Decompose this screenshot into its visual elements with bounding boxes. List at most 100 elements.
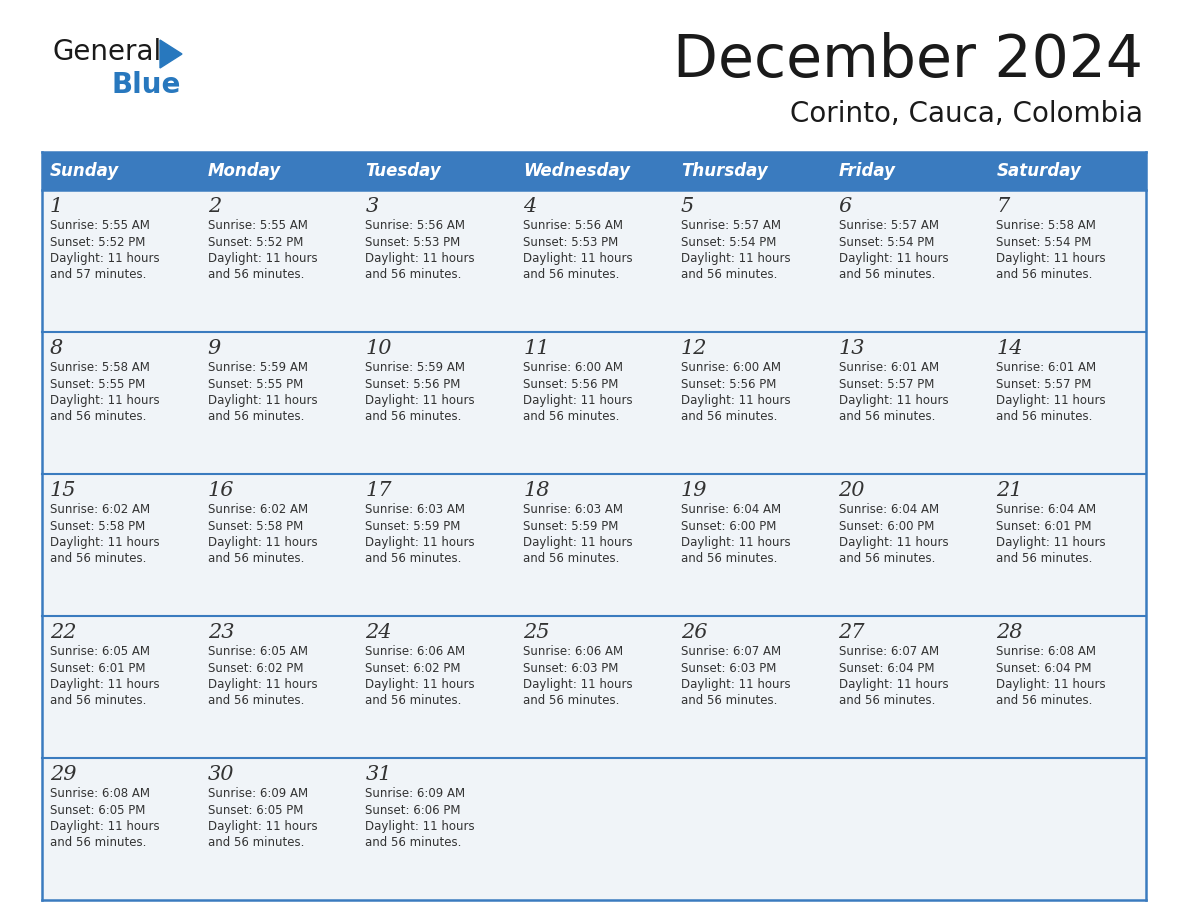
Text: Sunset: 5:54 PM: Sunset: 5:54 PM [997, 236, 1092, 249]
Bar [988, 474, 1146, 616]
Bar [516, 616, 672, 758]
Text: and 56 minutes.: and 56 minutes. [50, 410, 146, 423]
Text: Daylight: 11 hours: Daylight: 11 hours [50, 820, 159, 833]
Text: Sunrise: 6:03 AM: Sunrise: 6:03 AM [523, 503, 624, 516]
Text: Sunset: 6:01 PM: Sunset: 6:01 PM [50, 662, 145, 675]
Bar [672, 152, 830, 190]
Text: Sunset: 6:01 PM: Sunset: 6:01 PM [997, 520, 1092, 532]
Text: Sunrise: 6:04 AM: Sunrise: 6:04 AM [997, 503, 1097, 516]
Text: Sunrise: 6:00 AM: Sunrise: 6:00 AM [523, 361, 624, 374]
Text: and 56 minutes.: and 56 minutes. [681, 410, 777, 423]
Text: Sunset: 5:57 PM: Sunset: 5:57 PM [997, 377, 1092, 390]
Text: Sunset: 6:05 PM: Sunset: 6:05 PM [50, 803, 145, 816]
Bar [988, 758, 1146, 900]
Text: and 56 minutes.: and 56 minutes. [50, 695, 146, 708]
Text: Sunday: Sunday [50, 162, 119, 180]
Bar [672, 332, 830, 474]
Bar [200, 616, 358, 758]
Text: Sunrise: 6:05 AM: Sunrise: 6:05 AM [50, 645, 150, 658]
Text: 27: 27 [839, 623, 865, 642]
Bar [672, 190, 830, 332]
Text: Sunrise: 6:02 AM: Sunrise: 6:02 AM [208, 503, 308, 516]
Text: and 56 minutes.: and 56 minutes. [366, 695, 462, 708]
Text: 17: 17 [366, 481, 392, 500]
Text: Sunset: 6:04 PM: Sunset: 6:04 PM [997, 662, 1092, 675]
Text: Sunset: 5:53 PM: Sunset: 5:53 PM [366, 236, 461, 249]
Text: Sunset: 5:52 PM: Sunset: 5:52 PM [208, 236, 303, 249]
Text: Daylight: 11 hours: Daylight: 11 hours [208, 820, 317, 833]
Text: 16: 16 [208, 481, 234, 500]
Text: and 56 minutes.: and 56 minutes. [523, 268, 619, 282]
Bar [830, 474, 988, 616]
Text: 3: 3 [366, 197, 379, 216]
Text: and 56 minutes.: and 56 minutes. [366, 836, 462, 849]
Text: Sunset: 6:03 PM: Sunset: 6:03 PM [681, 662, 776, 675]
Text: Sunrise: 5:57 AM: Sunrise: 5:57 AM [839, 219, 939, 232]
Bar [830, 332, 988, 474]
Text: and 56 minutes.: and 56 minutes. [523, 695, 619, 708]
Text: Sunset: 6:00 PM: Sunset: 6:00 PM [681, 520, 776, 532]
Text: and 56 minutes.: and 56 minutes. [50, 836, 146, 849]
Text: Sunrise: 6:01 AM: Sunrise: 6:01 AM [997, 361, 1097, 374]
Text: Sunset: 6:06 PM: Sunset: 6:06 PM [366, 803, 461, 816]
Text: 4: 4 [523, 197, 537, 216]
Text: Sunset: 5:59 PM: Sunset: 5:59 PM [523, 520, 619, 532]
Text: and 56 minutes.: and 56 minutes. [208, 268, 304, 282]
Bar [358, 474, 516, 616]
Text: Sunset: 6:05 PM: Sunset: 6:05 PM [208, 803, 303, 816]
Bar [42, 474, 200, 616]
Bar [358, 758, 516, 900]
Text: 25: 25 [523, 623, 550, 642]
Text: 8: 8 [50, 339, 63, 358]
Text: Sunset: 5:59 PM: Sunset: 5:59 PM [366, 520, 461, 532]
Bar [672, 616, 830, 758]
Text: Sunrise: 5:55 AM: Sunrise: 5:55 AM [208, 219, 308, 232]
Bar [42, 758, 200, 900]
Text: Daylight: 11 hours: Daylight: 11 hours [366, 678, 475, 691]
Text: Blue: Blue [112, 71, 182, 99]
Text: Sunset: 5:57 PM: Sunset: 5:57 PM [839, 377, 934, 390]
Text: 29: 29 [50, 765, 76, 784]
Text: Sunrise: 6:08 AM: Sunrise: 6:08 AM [50, 787, 150, 800]
Bar [200, 152, 358, 190]
Text: Daylight: 11 hours: Daylight: 11 hours [366, 820, 475, 833]
Text: Sunrise: 5:57 AM: Sunrise: 5:57 AM [681, 219, 781, 232]
Text: Daylight: 11 hours: Daylight: 11 hours [208, 252, 317, 265]
Text: Sunset: 6:02 PM: Sunset: 6:02 PM [366, 662, 461, 675]
Bar [830, 152, 988, 190]
Bar [988, 190, 1146, 332]
Text: 7: 7 [997, 197, 1010, 216]
Text: December 2024: December 2024 [672, 32, 1143, 89]
Bar [200, 190, 358, 332]
Bar [830, 190, 988, 332]
Text: and 56 minutes.: and 56 minutes. [366, 410, 462, 423]
Text: Sunrise: 5:55 AM: Sunrise: 5:55 AM [50, 219, 150, 232]
Bar [42, 332, 200, 474]
Text: Sunrise: 6:09 AM: Sunrise: 6:09 AM [208, 787, 308, 800]
Text: and 56 minutes.: and 56 minutes. [997, 553, 1093, 565]
Text: 31: 31 [366, 765, 392, 784]
Text: Sunrise: 5:56 AM: Sunrise: 5:56 AM [523, 219, 624, 232]
Text: Daylight: 11 hours: Daylight: 11 hours [997, 394, 1106, 407]
Text: Daylight: 11 hours: Daylight: 11 hours [366, 536, 475, 549]
Text: and 56 minutes.: and 56 minutes. [208, 553, 304, 565]
Text: Daylight: 11 hours: Daylight: 11 hours [997, 252, 1106, 265]
Text: and 56 minutes.: and 56 minutes. [366, 553, 462, 565]
Text: 13: 13 [839, 339, 865, 358]
Text: Sunrise: 6:02 AM: Sunrise: 6:02 AM [50, 503, 150, 516]
Text: 1: 1 [50, 197, 63, 216]
Text: 5: 5 [681, 197, 694, 216]
Text: Daylight: 11 hours: Daylight: 11 hours [366, 394, 475, 407]
Bar [988, 152, 1146, 190]
Text: Daylight: 11 hours: Daylight: 11 hours [839, 252, 948, 265]
Bar [200, 332, 358, 474]
Text: Sunset: 5:56 PM: Sunset: 5:56 PM [523, 377, 619, 390]
Text: Daylight: 11 hours: Daylight: 11 hours [681, 394, 790, 407]
Text: Saturday: Saturday [997, 162, 1081, 180]
Text: Sunset: 5:53 PM: Sunset: 5:53 PM [523, 236, 619, 249]
Bar [358, 616, 516, 758]
Text: and 56 minutes.: and 56 minutes. [997, 268, 1093, 282]
Text: Thursday: Thursday [681, 162, 767, 180]
Text: Sunset: 6:04 PM: Sunset: 6:04 PM [839, 662, 934, 675]
Text: 12: 12 [681, 339, 707, 358]
